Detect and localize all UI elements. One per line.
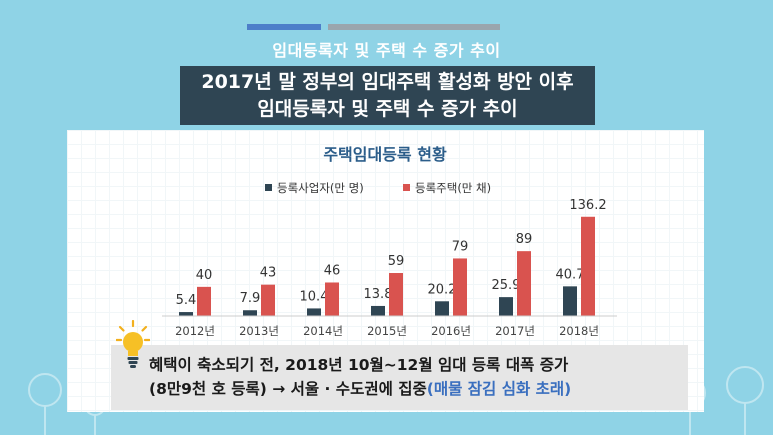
x-tick-label-6: 2018년 xyxy=(559,324,599,338)
x-tick-label-3: 2015년 xyxy=(367,324,407,338)
value-label-series0-4: 20.2 xyxy=(428,282,457,297)
value-label-series1-4: 79 xyxy=(452,239,469,254)
x-tick-label-4: 2016년 xyxy=(431,324,471,338)
bar-series1-5 xyxy=(517,251,531,316)
value-label-series1-6: 136.2 xyxy=(569,198,606,213)
value-label-series1-3: 59 xyxy=(388,254,405,269)
note-line-2-main: (8만9천 호 등록) → 서울 · 수도권에 집중 xyxy=(149,380,427,398)
bar-series1-2 xyxy=(325,282,339,316)
bar-series1-6 xyxy=(581,216,595,316)
legend-swatch-0 xyxy=(265,184,272,191)
bars-group: 5.4 40 7.9 43 10.4 46 13.8 59 20.2 79 25.9 89 40.7 13… xyxy=(176,198,607,316)
bar-series1-3 xyxy=(389,273,403,316)
legend-label-1: 등록주택(만 채) xyxy=(415,181,491,195)
value-label-series0-0: 5.4 xyxy=(176,293,197,308)
chart-legend: 등록사업자(만 명) 등록주택(만 채) xyxy=(265,181,491,195)
bar-series0-1 xyxy=(243,310,257,316)
bar-series0-2 xyxy=(307,308,321,316)
value-label-series0-5: 25.9 xyxy=(492,278,521,293)
bar-series1-1 xyxy=(261,284,275,316)
x-tick-label-0: 2012년 xyxy=(175,324,215,338)
bar-series0-5 xyxy=(499,297,513,316)
bar-series0-0 xyxy=(179,312,193,316)
legend-swatch-1 xyxy=(403,184,410,191)
bar-series0-4 xyxy=(435,301,449,316)
bar-series1-0 xyxy=(197,286,211,316)
chart-title: 주택임대등록 현황 xyxy=(323,145,447,164)
legend-label-0: 등록사업자(만 명) xyxy=(277,181,364,195)
page-subtitle: 임대등록자 및 주택 수 증가 추이 xyxy=(272,41,501,60)
note-line-2: (8만9천 호 등록) → 서울 · 수도권에 집중(매물 잠김 심화 초래) xyxy=(149,377,688,401)
title-line-2: 임대등록자 및 주택 수 증가 추이 xyxy=(257,98,518,120)
title-line-1: 2017년 말 정부의 임대주택 활성화 방안 이후 xyxy=(201,71,574,93)
value-label-series0-1: 7.9 xyxy=(240,291,261,306)
value-label-series1-5: 89 xyxy=(516,232,533,247)
decorative-bar-blue xyxy=(247,24,321,30)
value-label-series1-0: 40 xyxy=(196,268,213,283)
value-label-series0-2: 10.4 xyxy=(300,289,329,304)
note-line-1: 혜택이 축소되기 전, 2018년 10월~12월 임대 등록 대폭 증가 xyxy=(149,356,569,374)
decorative-bar-gray xyxy=(328,24,500,30)
x-tick-label-5: 2017년 xyxy=(495,324,535,338)
value-label-series1-1: 43 xyxy=(260,266,277,281)
lightbulb-icon xyxy=(116,320,150,368)
title-box: 2017년 말 정부의 임대주택 활성화 방안 이후 임대등록자 및 주택 수 … xyxy=(180,66,595,125)
x-tick-label-2: 2014년 xyxy=(303,324,343,338)
bar-series1-4 xyxy=(453,258,467,316)
bar-series0-3 xyxy=(371,305,385,316)
note-box: 혜택이 축소되기 전, 2018년 10월~12월 임대 등록 대폭 증가 (8… xyxy=(111,345,688,410)
x-tick-labels: 2012년 2013년 2014년 2015년 2016년 2017년 2018년 xyxy=(175,324,599,338)
value-label-series0-3: 13.8 xyxy=(364,287,393,302)
bar-series0-6 xyxy=(563,286,577,316)
value-label-series1-2: 46 xyxy=(324,263,341,278)
value-label-series0-6: 40.7 xyxy=(556,267,585,282)
bar-chart: 주택임대등록 현황 등록사업자(만 명) 등록주택(만 채) 5.4 40 7.9 43… xyxy=(162,145,617,338)
x-tick-label-1: 2013년 xyxy=(239,324,279,338)
note-line-2-highlight: (매물 잠김 심화 초래) xyxy=(426,380,572,398)
